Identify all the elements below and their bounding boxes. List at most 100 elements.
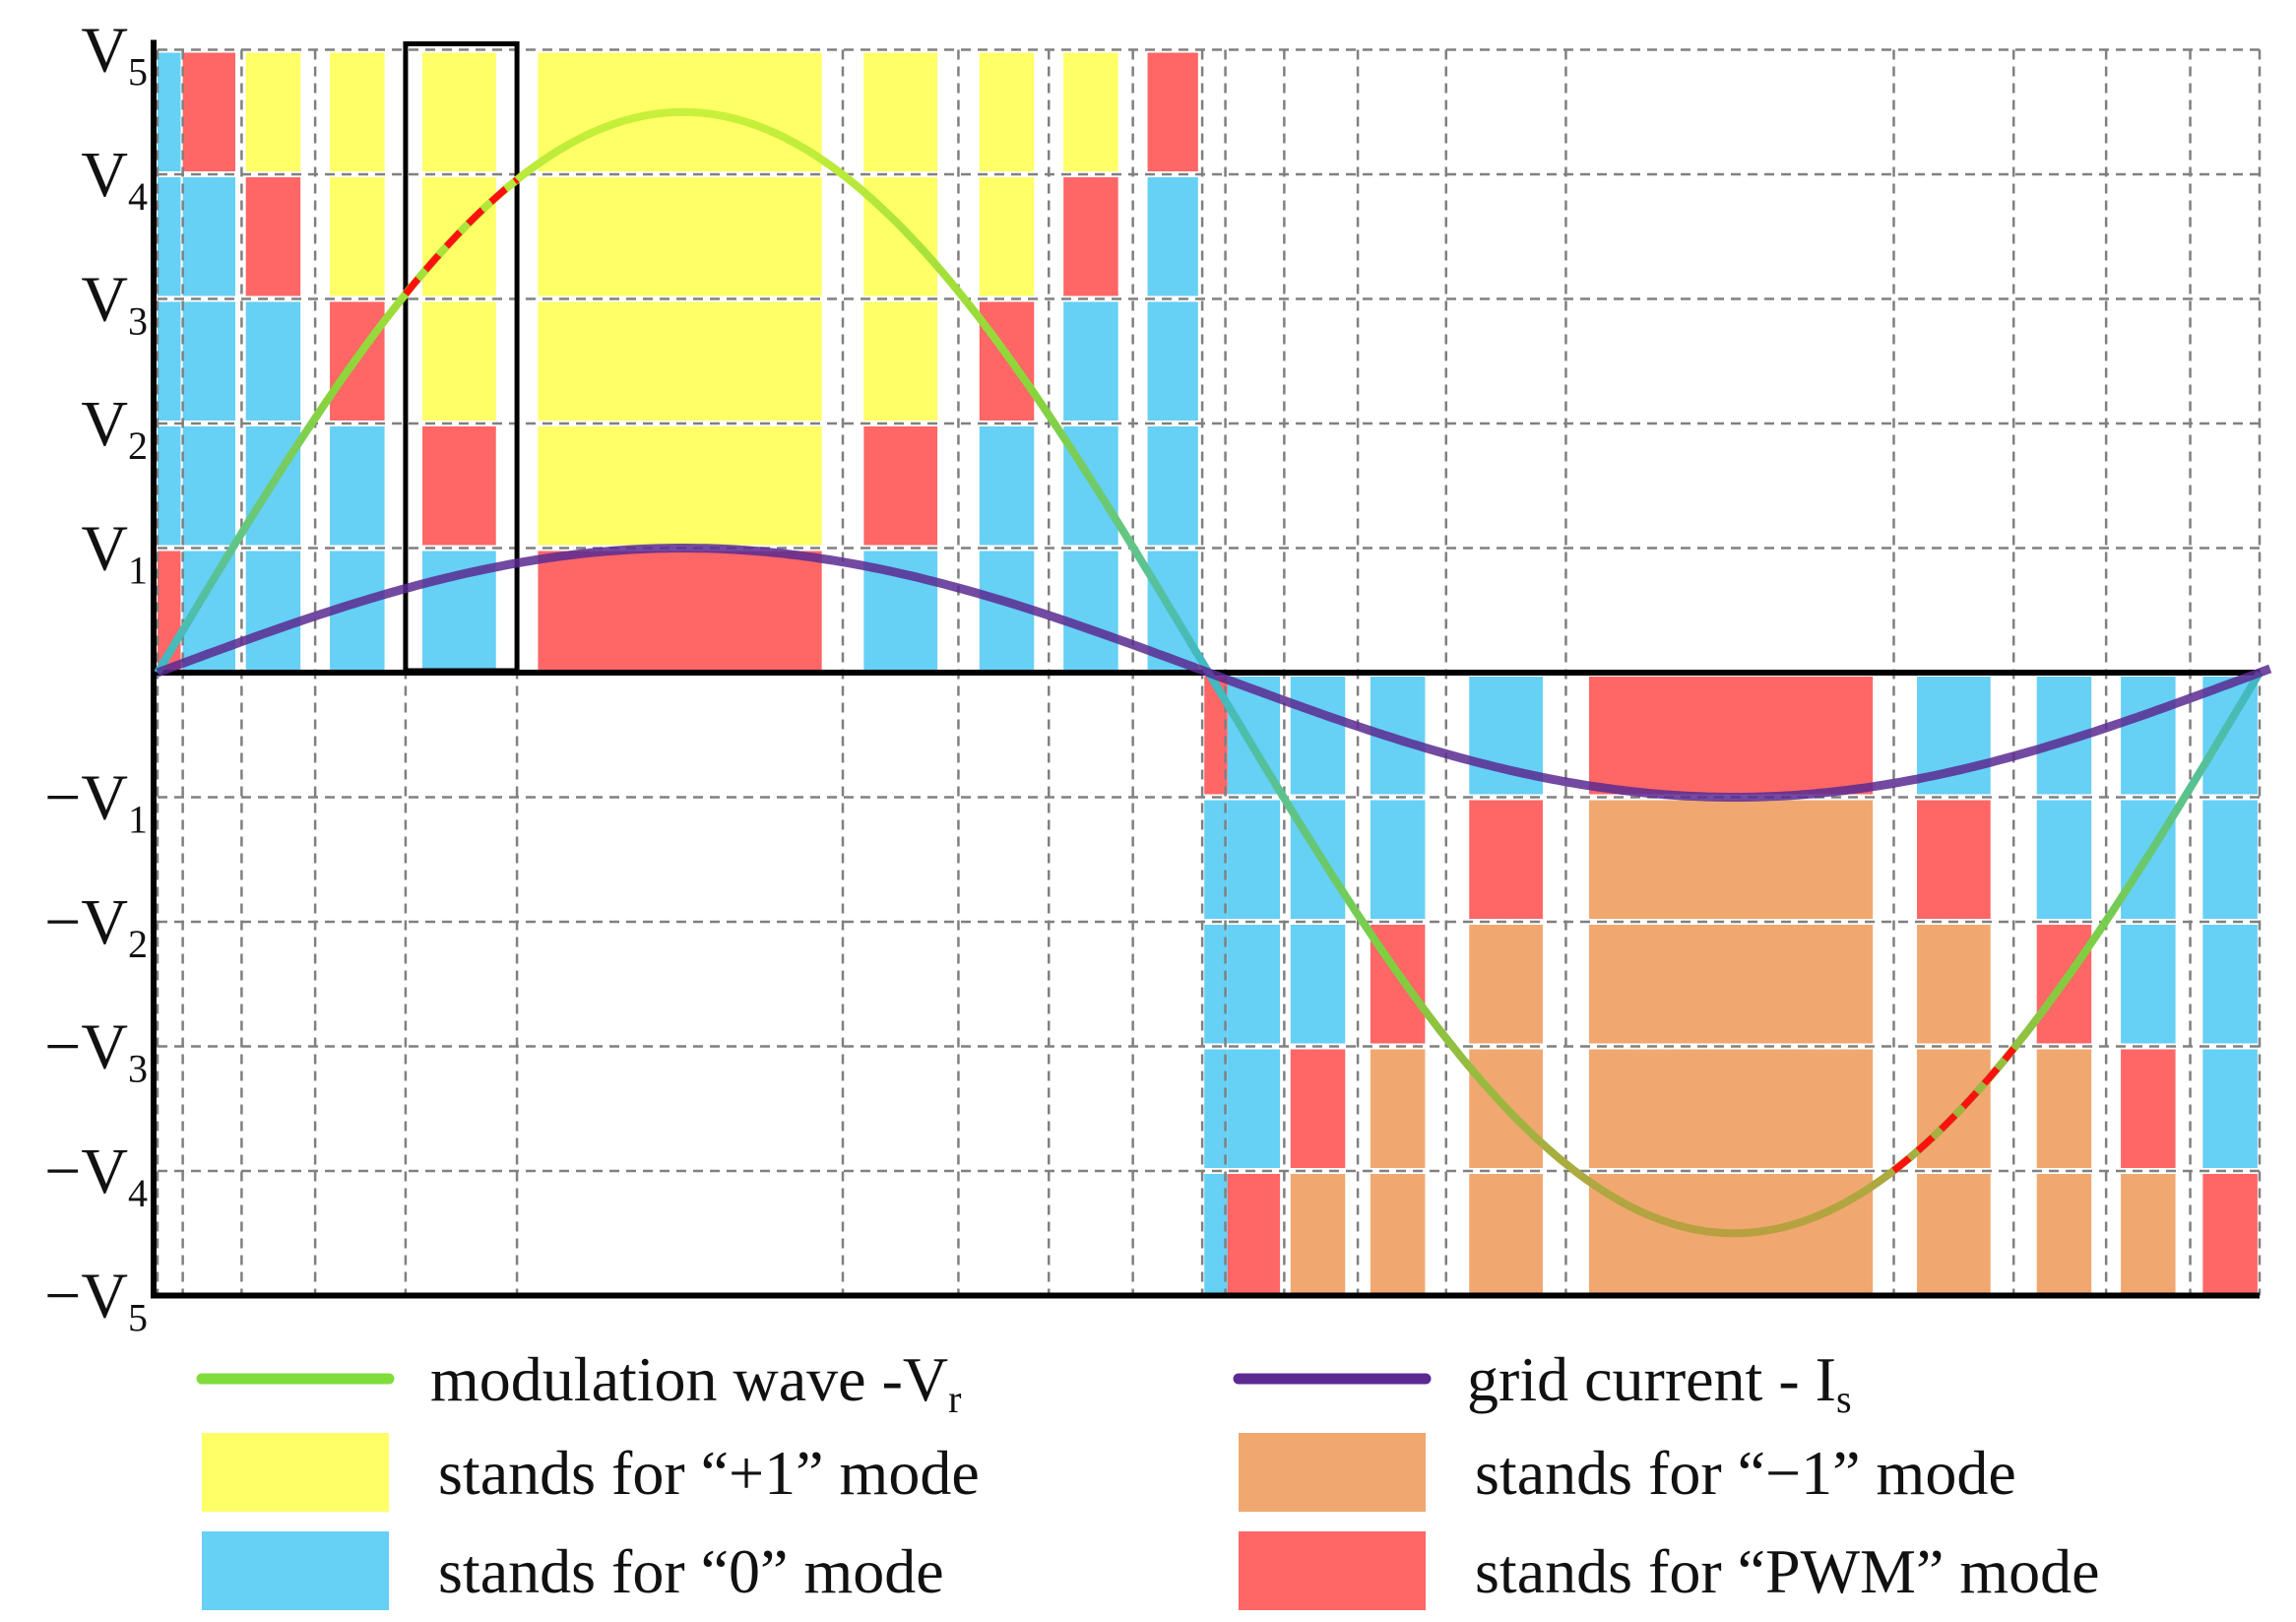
highlight-box [403, 41, 520, 674]
mode-cell-minus1 [1290, 1174, 1346, 1293]
mode-cell-zero [245, 551, 301, 673]
grid-current-wave [156, 544, 2272, 802]
mode-cell-plus1 [979, 177, 1035, 296]
y-axis-labels: V5 V4 V3 V2 V1 −V1 −V2 −V3 −V4 −V5 [44, 15, 148, 1340]
mode-cell-zero [1227, 925, 1281, 1044]
y-label: V3 [81, 264, 148, 344]
mode-cell-plus1 [538, 426, 822, 546]
mode-cell-zero [979, 426, 1035, 546]
mode-cell-plus1 [538, 177, 822, 296]
y-label: −V4 [44, 1135, 148, 1215]
mode-cell-zero [1290, 677, 1346, 795]
mode-cell-minus1 [1469, 1174, 1543, 1293]
mode-cells [158, 52, 2258, 1293]
mode-cell-plus1 [1063, 52, 1118, 171]
mode-cell-zero [1147, 426, 1198, 546]
mode-cell-zero [1290, 925, 1346, 1044]
mode-cell-zero [1063, 551, 1118, 673]
mode-cell-zero [2121, 677, 2176, 795]
y-label: V4 [81, 139, 148, 219]
mode-cell-zero [1063, 301, 1118, 421]
legend: modulation wave -Vr grid current - Is stan… [196, 1344, 2100, 1610]
mode-cell-zero [158, 177, 181, 296]
mode-cell-pwm [422, 426, 496, 546]
mode-cell-plus1 [979, 52, 1035, 171]
y-label: −V5 [44, 1261, 148, 1340]
mode-cell-pwm [863, 426, 938, 546]
mode-cell-pwm [1063, 177, 1118, 296]
mode-cell-zero [2202, 800, 2258, 919]
mode-cell-plus1 [330, 177, 385, 296]
legend-swatch-pwm [1239, 1531, 1426, 1610]
legend-label-minus1: stands for “−1” mode [1475, 1438, 2016, 1508]
mode-cell-zero [2202, 925, 2258, 1044]
mode-cell-pwm [1290, 1049, 1346, 1168]
legend-swatch-plus1 [202, 1433, 389, 1512]
mode-cell-plus1 [863, 177, 938, 296]
mode-cell-pwm [1916, 800, 1991, 919]
y-label: V2 [81, 388, 148, 468]
mode-cell-minus1 [1588, 800, 1874, 919]
mode-cell-pwm [2121, 1049, 2176, 1168]
mode-cell-minus1 [1370, 1049, 1426, 1168]
modulation-dashed-segment [1891, 1046, 2016, 1174]
mode-cell-zero [1204, 800, 1228, 919]
mode-cell-zero [158, 52, 181, 171]
mode-cell-minus1 [1588, 925, 1874, 1044]
mode-cell-minus1 [1916, 925, 1991, 1044]
mode-cell-zero [330, 426, 385, 546]
mode-cell-zero [1204, 925, 1228, 1044]
mode-cell-pwm [1147, 52, 1198, 171]
mode-cell-pwm [1204, 677, 1228, 795]
mode-cell-zero [182, 177, 235, 296]
legend-label-zero: stands for “0” mode [438, 1536, 944, 1606]
mode-cell-zero [1370, 800, 1426, 919]
legend-swatch-minus1 [1239, 1433, 1426, 1512]
mode-cell-pwm [182, 52, 235, 171]
mode-cell-zero [2121, 925, 2176, 1044]
legend-label-plus1: stands for “+1” mode [438, 1438, 980, 1508]
mode-cell-zero [1204, 1049, 1228, 1168]
mode-cell-pwm [1227, 1174, 1281, 1293]
mode-cell-pwm [1588, 677, 1874, 795]
mode-cell-plus1 [863, 52, 938, 171]
curves [154, 107, 2272, 1238]
mode-cell-minus1 [1588, 1049, 1874, 1168]
mode-cell-minus1 [1916, 1174, 1991, 1293]
mode-cell-zero [2036, 800, 2092, 919]
mode-cell-zero [158, 301, 181, 421]
y-label: V1 [81, 513, 148, 593]
y-label: −V1 [44, 762, 148, 842]
mode-cell-minus1 [1370, 1174, 1426, 1293]
mode-cell-zero [245, 301, 301, 421]
y-label: −V2 [44, 886, 148, 966]
mode-cell-minus1 [1916, 1049, 1991, 1168]
mode-cell-zero [158, 426, 181, 546]
mode-cell-plus1 [330, 52, 385, 171]
mode-cell-zero [1147, 177, 1198, 296]
mode-cell-pwm [245, 177, 301, 296]
mode-cell-zero [182, 426, 235, 546]
mode-cell-minus1 [1469, 925, 1543, 1044]
legend-swatch-zero [202, 1531, 389, 1610]
mode-cell-zero [1227, 800, 1281, 919]
mode-cell-plus1 [538, 301, 822, 421]
mode-cell-pwm [538, 551, 822, 673]
legend-label-modulation: modulation wave -Vr [430, 1344, 961, 1421]
mode-cell-zero [1227, 1049, 1281, 1168]
mode-cell-zero [1204, 1174, 1228, 1293]
mode-cell-minus1 [2036, 1049, 2092, 1168]
mode-cell-pwm [2202, 1174, 2258, 1293]
mode-cell-plus1 [863, 301, 938, 421]
mode-cell-minus1 [2036, 1174, 2092, 1293]
mode-cell-plus1 [422, 301, 496, 421]
mode-cell-zero [1147, 301, 1198, 421]
y-label: −V3 [44, 1011, 148, 1091]
mode-cell-plus1 [422, 52, 496, 171]
mode-cell-minus1 [2121, 1174, 2176, 1293]
mode-cell-plus1 [245, 52, 301, 171]
modulation-dashed-segment [403, 176, 520, 296]
mode-cell-zero [2202, 1049, 2258, 1168]
legend-label-pwm: stands for “PWM” mode [1475, 1536, 2100, 1606]
